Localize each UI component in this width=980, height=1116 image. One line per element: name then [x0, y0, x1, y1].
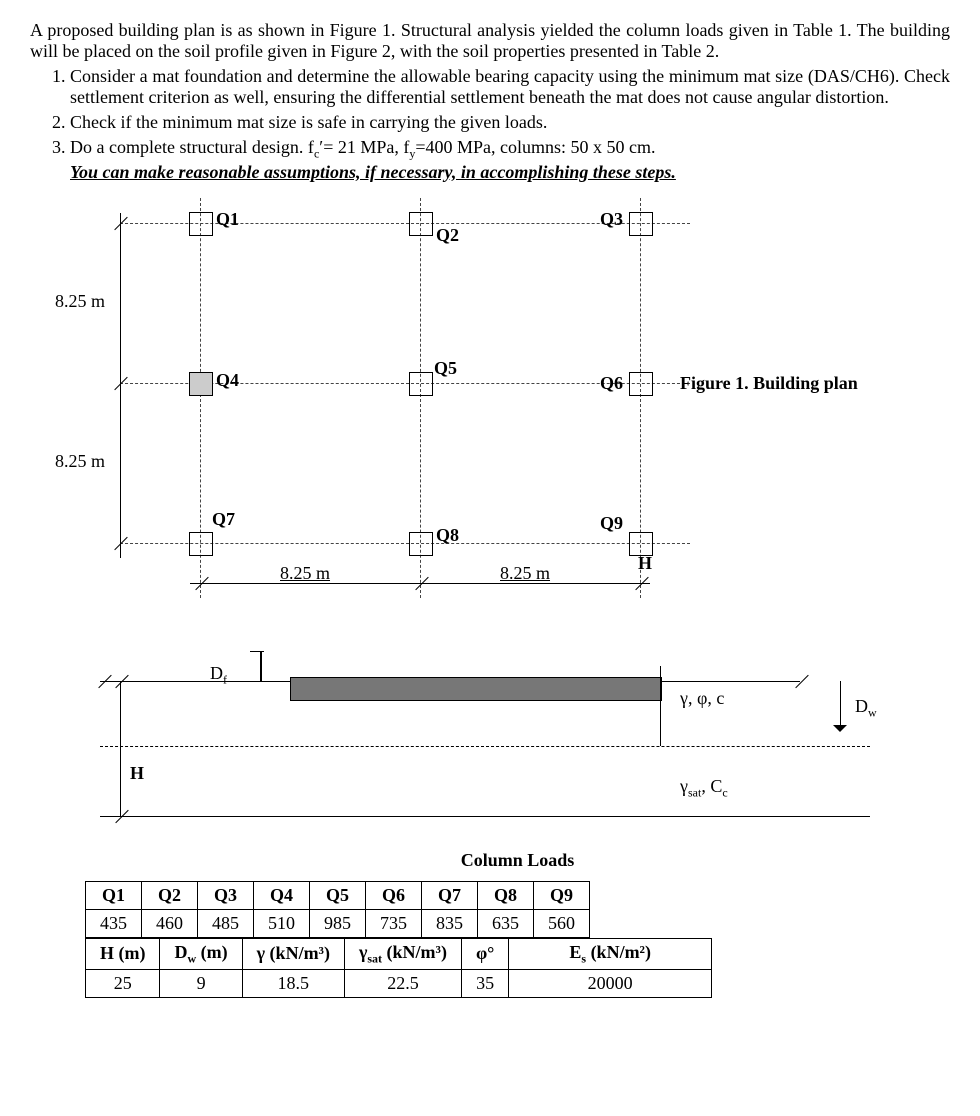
td: 9 — [160, 970, 242, 998]
bedrock-line — [100, 816, 870, 817]
task-1: Consider a mat foundation and determine … — [70, 66, 950, 108]
th: Dw (m) — [160, 938, 242, 970]
col-q7-icon — [189, 532, 213, 556]
td: 985 — [310, 909, 366, 937]
dim-v2: 8.25 m — [55, 451, 105, 472]
intro-text: A proposed building plan is as shown in … — [30, 20, 950, 62]
table1-data-row: 435 460 485 510 985 735 835 635 560 — [86, 909, 590, 937]
td: 22.5 — [344, 970, 461, 998]
table1-header-row: Q1 Q2 Q3 Q4 Q5 Q6 Q7 Q8 Q9 — [86, 881, 590, 909]
task-list: Consider a mat foundation and determine … — [70, 66, 950, 183]
column-stem-line — [260, 651, 262, 681]
col-q3-icon — [629, 212, 653, 236]
dw-arrow-line — [840, 681, 841, 731]
dw-guide-line — [660, 666, 661, 746]
label-Df: Df — [210, 663, 227, 688]
td: 560 — [534, 909, 590, 937]
th: Q1 — [86, 881, 142, 909]
task-2: Check if the minimum mat size is safe in… — [70, 112, 950, 133]
label-q7: Q7 — [212, 509, 235, 530]
th: Q3 — [198, 881, 254, 909]
th: Q9 — [534, 881, 590, 909]
td: 18.5 — [242, 970, 344, 998]
th: Q5 — [310, 881, 366, 909]
table-column-loads: Q1 Q2 Q3 Q4 Q5 Q6 Q7 Q8 Q9 435 460 485 5… — [85, 881, 590, 938]
df-tick — [250, 651, 264, 652]
label-Dw: Dw — [855, 696, 877, 721]
table1-title: Column Loads — [85, 850, 950, 871]
table2-data-row: 25 9 18.5 22.5 35 20000 — [86, 970, 712, 998]
th: Q2 — [142, 881, 198, 909]
dim-h2: 8.25 m — [500, 563, 550, 584]
figure-1-plan: Q1 Q2 Q3 Q4 Q5 Q6 Q7 Q8 Q9 H 8.25 m 8.25… — [30, 193, 950, 633]
td: 25 — [86, 970, 160, 998]
task-3: Do a complete structural design. fc′= 21… — [70, 137, 950, 183]
td: 635 — [478, 909, 534, 937]
task-3-b: ′= 21 MPa, f — [319, 137, 409, 157]
table-soil-props: H (m) Dw (m) γ (kN/m³) γsat (kN/m³) φ° E… — [85, 938, 712, 999]
td: 20000 — [509, 970, 712, 998]
label-H-soil: H — [130, 763, 144, 784]
figure-2-soil: Df H γ, φ, c γsat, Cc Dw — [30, 641, 950, 836]
th: Q8 — [478, 881, 534, 909]
label-q5: Q5 — [434, 358, 457, 379]
label-q3: Q3 — [600, 209, 623, 230]
td: 435 — [86, 909, 142, 937]
td: 485 — [198, 909, 254, 937]
water-table-line — [100, 746, 870, 747]
plan-grid: Q1 Q2 Q3 Q4 Q5 Q6 Q7 Q8 Q9 H 8.25 m 8.25… — [160, 213, 650, 563]
td: 460 — [142, 909, 198, 937]
td: 835 — [422, 909, 478, 937]
td: 510 — [254, 909, 310, 937]
col-q6-icon — [629, 372, 653, 396]
mat-foundation-icon — [290, 677, 662, 701]
col-q1-icon — [189, 212, 213, 236]
label-q9: Q9 — [600, 513, 623, 534]
dim-h1: 8.25 m — [280, 563, 330, 584]
col-q5-icon — [409, 372, 433, 396]
th: H (m) — [86, 938, 160, 970]
table2-header-row: H (m) Dw (m) γ (kN/m³) γsat (kN/m³) φ° E… — [86, 938, 712, 970]
th: γ (kN/m³) — [242, 938, 344, 970]
th: Q4 — [254, 881, 310, 909]
col-q8-icon — [409, 532, 433, 556]
label-q1: Q1 — [216, 209, 239, 230]
task-3-c: =400 MPa, columns: 50 x 50 cm. — [415, 137, 655, 157]
dim-v-line — [120, 213, 121, 558]
tables-block: Column Loads Q1 Q2 Q3 Q4 Q5 Q6 Q7 Q8 Q9 … — [85, 850, 950, 999]
col-q2-icon — [409, 212, 433, 236]
task-3-note: You can make reasonable assumptions, if … — [70, 162, 676, 182]
td: 35 — [461, 970, 508, 998]
depth-axis-line — [120, 681, 121, 816]
th: φ° — [461, 938, 508, 970]
th: γsat (kN/m³) — [344, 938, 461, 970]
label-layer2: γsat, Cc — [680, 776, 728, 801]
label-q4: Q4 — [216, 370, 239, 391]
figure-1-caption: Figure 1. Building plan — [680, 373, 858, 394]
td: 735 — [366, 909, 422, 937]
label-q8: Q8 — [436, 525, 459, 546]
label-q6: Q6 — [600, 373, 623, 394]
dim-v1: 8.25 m — [55, 291, 105, 312]
col-q4-icon — [189, 372, 213, 396]
arrow-down-icon — [833, 725, 847, 739]
label-layer1: γ, φ, c — [680, 688, 724, 709]
task-3-a: Do a complete structural design. f — [70, 137, 314, 157]
th: Es (kN/m²) — [509, 938, 712, 970]
th: Q6 — [366, 881, 422, 909]
label-q2: Q2 — [436, 225, 459, 246]
soil-diagram: Df H γ, φ, c γsat, Cc Dw — [100, 641, 870, 821]
th: Q7 — [422, 881, 478, 909]
label-H-plan: H — [638, 553, 652, 574]
